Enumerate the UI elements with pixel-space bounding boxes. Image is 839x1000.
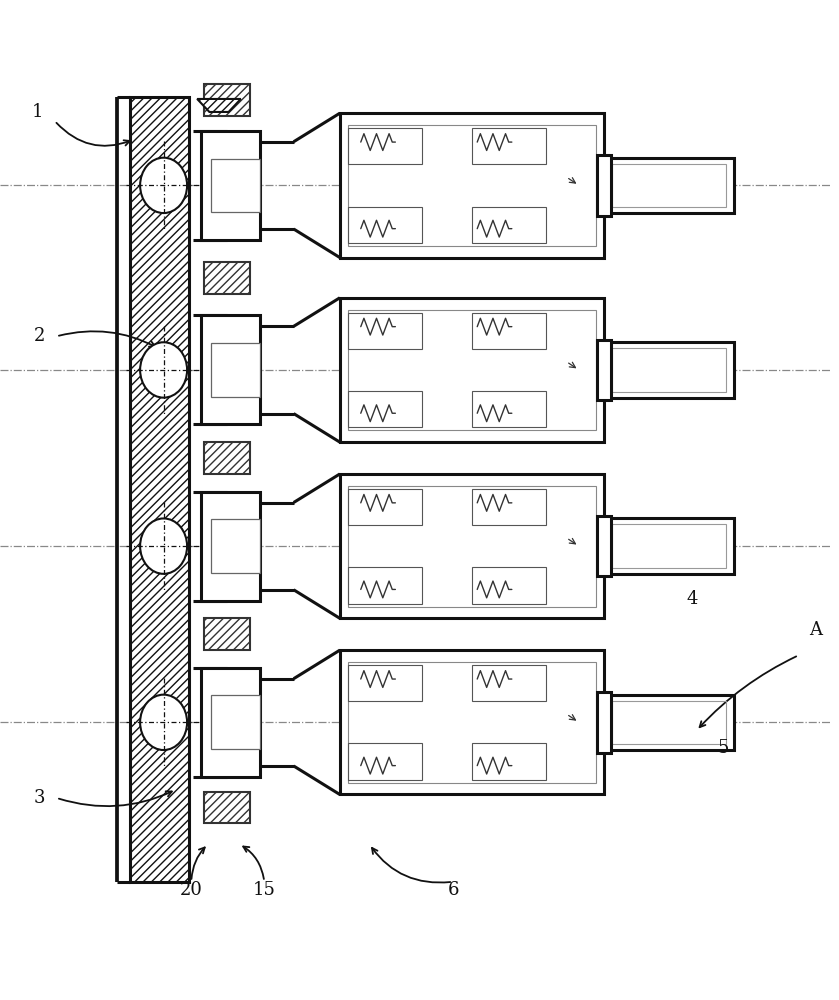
Bar <box>348 128 422 164</box>
Text: 5: 5 <box>717 739 729 757</box>
Text: 2: 2 <box>34 327 45 345</box>
Bar <box>612 348 726 392</box>
Bar <box>348 662 596 783</box>
Bar <box>612 524 726 568</box>
Bar <box>340 650 604 794</box>
Bar <box>348 313 422 349</box>
Text: 20: 20 <box>180 881 203 899</box>
Ellipse shape <box>140 342 187 398</box>
Bar <box>472 207 546 243</box>
Bar <box>211 519 260 573</box>
Bar <box>597 155 611 216</box>
Text: 3: 3 <box>34 789 45 807</box>
Text: 6: 6 <box>447 881 459 899</box>
Bar <box>597 340 611 400</box>
Bar <box>604 158 734 213</box>
Bar <box>348 310 596 430</box>
Bar <box>348 486 596 607</box>
Bar <box>604 342 734 398</box>
Bar <box>472 128 546 164</box>
Bar <box>472 489 546 525</box>
Bar <box>472 743 546 780</box>
Bar <box>597 516 611 576</box>
Bar <box>472 313 546 349</box>
Ellipse shape <box>140 518 187 574</box>
Bar <box>340 298 604 442</box>
Bar <box>204 442 250 474</box>
Bar <box>604 695 734 750</box>
Bar <box>204 262 250 294</box>
Bar <box>211 343 260 397</box>
Bar <box>201 492 260 601</box>
Bar <box>472 391 546 427</box>
Bar <box>201 668 260 777</box>
Bar <box>348 489 422 525</box>
Bar <box>340 113 604 258</box>
Bar <box>612 164 726 207</box>
Bar <box>204 618 250 650</box>
Bar <box>612 701 726 744</box>
Text: 1: 1 <box>32 103 44 121</box>
Bar <box>472 567 546 604</box>
Bar <box>597 692 611 753</box>
Bar <box>604 518 734 574</box>
Bar <box>211 159 260 212</box>
Text: 4: 4 <box>686 590 698 608</box>
Bar <box>348 743 422 780</box>
Bar <box>204 84 250 116</box>
Bar <box>201 315 260 424</box>
Text: A: A <box>809 621 822 639</box>
Bar <box>348 207 422 243</box>
Ellipse shape <box>140 695 187 750</box>
Bar <box>201 131 260 240</box>
Bar <box>130 97 189 882</box>
Bar <box>348 665 422 701</box>
Polygon shape <box>197 99 241 112</box>
Bar <box>348 567 422 604</box>
Bar <box>348 391 422 427</box>
Bar <box>211 695 260 749</box>
Text: 15: 15 <box>253 881 276 899</box>
Bar <box>340 474 604 618</box>
Bar <box>472 665 546 701</box>
Ellipse shape <box>140 158 187 213</box>
Bar <box>348 125 596 246</box>
Bar <box>204 792 250 823</box>
